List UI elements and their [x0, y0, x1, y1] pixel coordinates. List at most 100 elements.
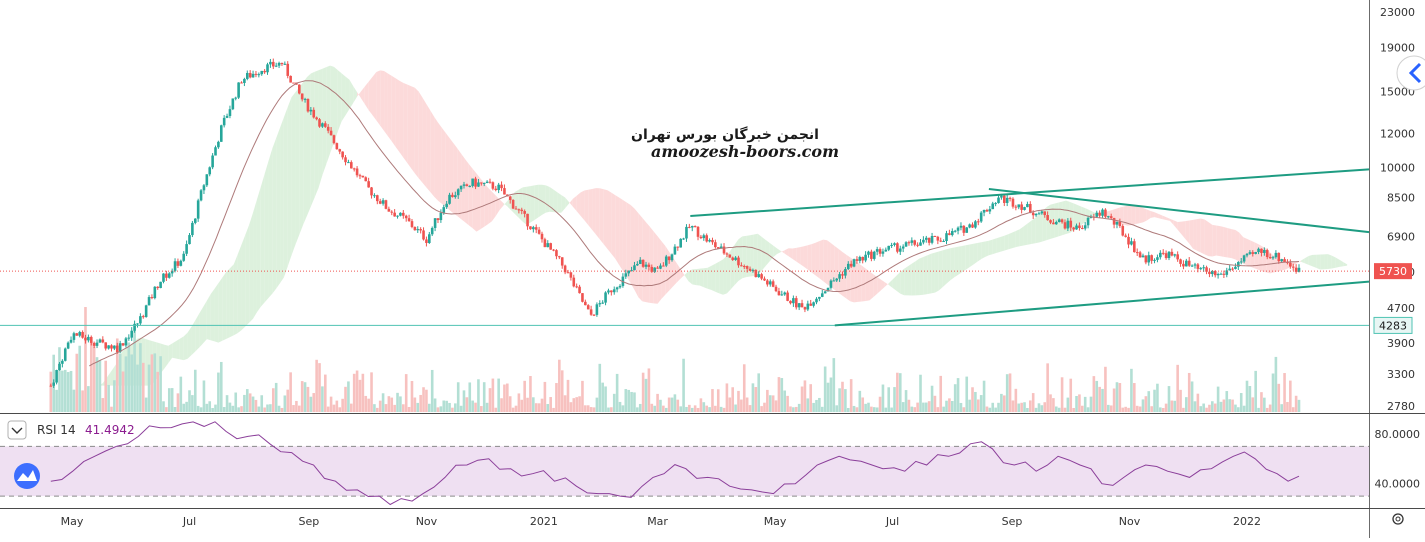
candle-body — [540, 233, 544, 240]
volume-bar — [165, 407, 168, 412]
candle-body — [1156, 257, 1159, 260]
candle-body — [560, 257, 564, 266]
cloud-segment — [187, 326, 192, 359]
candle-body — [173, 261, 177, 271]
cloud-segment — [595, 188, 600, 240]
candle-body — [153, 286, 157, 299]
candle-body — [404, 215, 408, 219]
logo-mountain-icon — [17, 470, 37, 481]
cloud-segment — [958, 245, 962, 275]
volume-bar — [523, 380, 526, 412]
volume-bar — [234, 392, 238, 412]
candle-body — [454, 195, 457, 198]
volume-bar — [1242, 405, 1246, 412]
cloud-segment — [1200, 218, 1205, 255]
candle-body — [205, 174, 209, 186]
ichimoku-cloud — [98, 65, 1348, 386]
cloud-segment — [811, 242, 816, 276]
volume-bar — [98, 360, 102, 412]
candle-body — [326, 126, 330, 131]
candle-body — [766, 280, 769, 285]
candle-body — [500, 184, 503, 189]
volume-bar — [1005, 374, 1009, 412]
candle-body — [1161, 252, 1165, 254]
settings-button[interactable] — [1392, 513, 1404, 525]
cloud-segment — [299, 82, 304, 235]
candle-body — [1251, 252, 1255, 254]
cloud-segment — [360, 86, 365, 105]
volume-bar — [1297, 399, 1301, 412]
candle-body — [575, 286, 578, 288]
candle-body — [852, 259, 856, 267]
candle-body — [433, 218, 437, 228]
candle-body — [953, 230, 957, 232]
volume-bar — [890, 407, 893, 412]
candle-body — [578, 286, 581, 294]
volume-bar — [1075, 396, 1078, 412]
cloud-segment — [179, 336, 184, 361]
cloud-segment — [542, 184, 546, 215]
volume-bar — [638, 403, 642, 412]
candle-body — [81, 332, 84, 338]
volume-bar — [1164, 403, 1168, 412]
volume-bar — [956, 378, 960, 412]
volume-bar — [199, 407, 203, 412]
candle-body — [841, 274, 844, 276]
cloud-segment — [969, 243, 974, 268]
cloud-segment — [911, 261, 916, 296]
collapse-indicator-button[interactable] — [7, 420, 27, 440]
cloud-segment — [942, 249, 947, 288]
cloud-segment — [1023, 223, 1028, 246]
candle-body — [1190, 265, 1194, 267]
price-tick-label: 10000 — [1380, 161, 1415, 174]
volume-bar — [231, 405, 235, 412]
candle-body — [118, 343, 122, 353]
volume-bar — [976, 399, 980, 412]
tradingview-logo[interactable] — [14, 463, 40, 489]
volume-bar — [1063, 407, 1067, 412]
volume-bars — [49, 307, 1301, 412]
candle-body — [1225, 270, 1229, 275]
volume-bar — [1205, 407, 1208, 412]
candle-body — [543, 239, 547, 248]
volume-bar — [924, 402, 928, 412]
candle-body — [598, 303, 602, 305]
candle-body — [396, 215, 399, 217]
cloud-segment — [1173, 220, 1178, 230]
cloud-segment — [646, 222, 650, 303]
volume-bar — [1159, 407, 1162, 412]
candle-body — [838, 274, 841, 279]
candle-body — [263, 70, 266, 73]
candle-body — [58, 363, 61, 371]
volume-bar — [820, 406, 824, 412]
rsi-title: RSI 14 — [37, 423, 76, 437]
cloud-segment — [545, 185, 550, 213]
candle-body — [647, 264, 651, 267]
volume-bar — [1254, 370, 1257, 412]
candle-body — [552, 249, 555, 251]
volume-bar — [1179, 389, 1182, 412]
volume-bar — [1211, 401, 1214, 412]
volume-bar — [867, 402, 870, 412]
cloud-segment — [322, 67, 327, 176]
volume-bar — [81, 390, 84, 412]
candle-body — [257, 74, 261, 76]
volume-bar — [560, 370, 564, 412]
candle-body — [399, 212, 402, 216]
side-panel-toggle[interactable] — [1396, 55, 1425, 91]
cloud-segment — [699, 268, 704, 288]
volume-bar — [985, 406, 989, 412]
volume-bar — [55, 389, 58, 412]
cloud-segment — [934, 251, 939, 293]
volume-bar — [783, 390, 787, 412]
volume-bar — [497, 378, 500, 412]
cloud-segment — [703, 267, 708, 289]
volume-bar — [875, 407, 879, 412]
candle-body — [87, 336, 90, 341]
cloud-segment — [1304, 255, 1309, 265]
volume-bar — [771, 395, 775, 412]
candle-body — [344, 157, 347, 163]
volume-bar — [341, 398, 344, 412]
cloud-segment — [576, 192, 581, 216]
